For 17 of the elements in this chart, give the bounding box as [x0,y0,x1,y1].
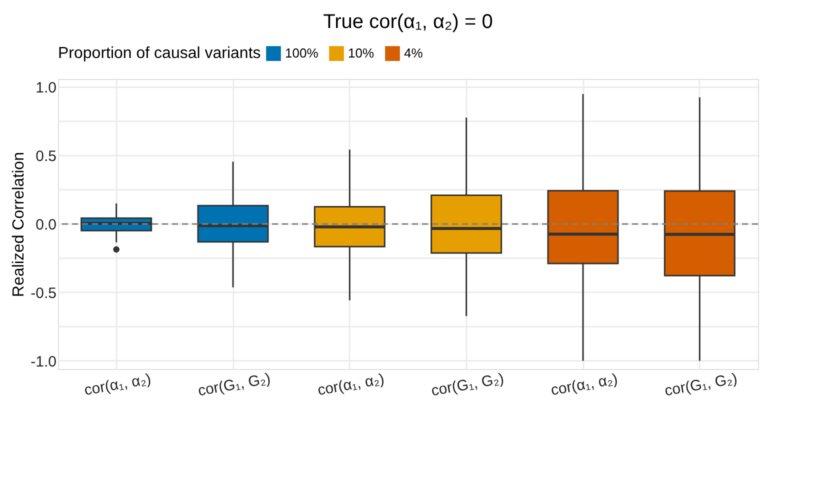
x-tick-label: cor(G₁, G₂) [430,370,506,400]
x-tick-label: cor(α₁, α₂) [82,370,152,400]
y-tick-label: 1.0 [36,80,56,97]
legend-title: Proportion of causal variants [58,45,261,62]
x-tick-label: cor(G₁, G₂) [196,370,272,400]
x-tick-label: cor(G₁, G₂) [663,370,739,400]
chart-title: True cor(α₁, α₂) = 0 [323,11,493,33]
x-tick-label: cor(α₁, α₂) [550,370,619,400]
legend-label: 10% [348,46,374,61]
legend-label: 4% [404,46,424,61]
legend-label: 100% [285,46,319,61]
x-tick-label: cor(α₁, α₂) [316,370,386,400]
y-tick-label: -1.0 [30,353,56,370]
y-tick-label: 0.5 [36,148,56,166]
y-tick-label: 0.0 [36,216,56,234]
y-axis-title: Realized Correlation [10,152,28,297]
y-tick-label: -0.5 [30,284,56,302]
